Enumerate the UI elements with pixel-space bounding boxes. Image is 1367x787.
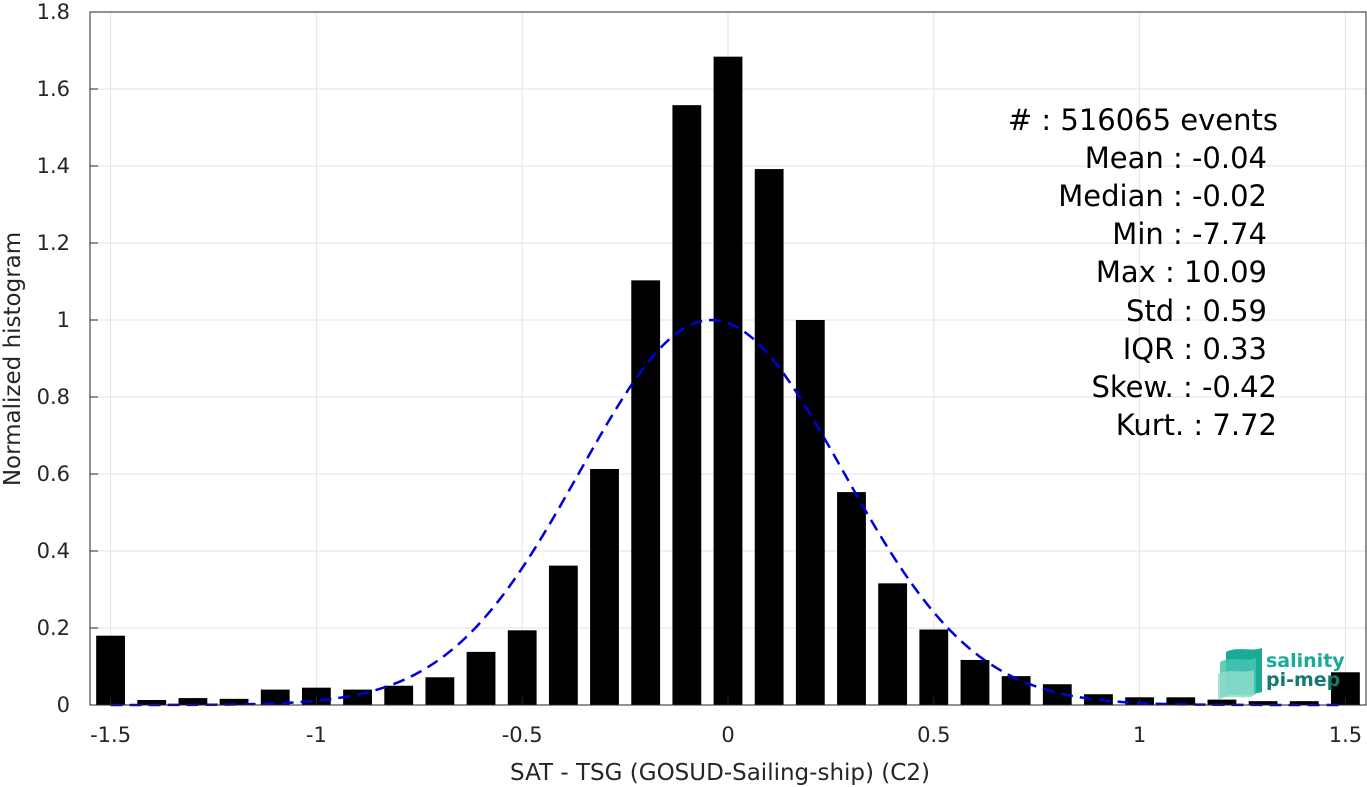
histogram-bar xyxy=(384,685,414,705)
y-axis-ticks: 0 0.2 0.4 0.6 0.8 1 1.2 1.4 1.6 1.8 xyxy=(37,0,98,717)
histogram-bar xyxy=(96,635,125,705)
histogram-bar xyxy=(672,105,702,706)
x-tick-label: -1.5 xyxy=(90,723,131,747)
salinity-pimep-logo: salinity pi-mep xyxy=(1218,648,1345,700)
histogram-bar xyxy=(178,698,208,705)
stat-median: Median : -0.02 xyxy=(1058,179,1267,213)
y-tick-label: 0 xyxy=(57,693,70,717)
stat-std: Std : 0.59 xyxy=(1126,294,1267,328)
y-tick-label: 1 xyxy=(57,308,70,332)
y-tick-label: 1.8 xyxy=(37,0,70,24)
stat-kurtosis: Kurt. : 7.72 xyxy=(1116,408,1277,442)
y-axis-label: Normalized histogram xyxy=(0,232,26,486)
histogram-bar xyxy=(1001,676,1031,705)
y-tick-label: 1.2 xyxy=(37,231,70,255)
histogram-bar xyxy=(425,677,455,705)
histogram-bar xyxy=(878,583,908,705)
x-axis-ticks: -1.5 -1 -0.5 0 0.5 1 1.5 xyxy=(90,697,1362,747)
histogram-bar xyxy=(1289,701,1319,705)
y-tick-label: 0.8 xyxy=(37,385,70,409)
logo-text-salinity: salinity xyxy=(1266,650,1345,672)
stat-iqr: IQR : 0.33 xyxy=(1123,332,1267,366)
histogram-bar xyxy=(1084,694,1113,705)
histogram-bar xyxy=(590,468,619,705)
stat-max: Max : 10.09 xyxy=(1096,255,1267,289)
statistics-panel: # : 516065 events Mean : -0.04 Median : … xyxy=(1008,103,1278,442)
histogram-bar xyxy=(1207,699,1237,705)
logo-wave-icon xyxy=(1218,648,1262,700)
histogram-bar xyxy=(260,689,290,705)
histogram-bar xyxy=(1248,701,1278,705)
histogram-bar xyxy=(919,629,949,705)
histogram-bar xyxy=(466,651,496,705)
x-tick-label: -1 xyxy=(306,723,327,747)
y-tick-label: 0.4 xyxy=(37,539,70,563)
y-tick-label: 0.2 xyxy=(37,616,70,640)
histogram-bar xyxy=(219,698,249,705)
x-tick-label: 0 xyxy=(721,723,734,747)
histogram-bar xyxy=(837,492,866,705)
histogram-bar xyxy=(754,169,784,705)
x-tick-label: 0.5 xyxy=(917,723,950,747)
y-tick-label: 1.6 xyxy=(37,77,70,101)
histogram-bar xyxy=(548,565,578,705)
histogram-bar xyxy=(137,699,167,705)
histogram-bar xyxy=(795,320,825,705)
x-axis-label: SAT - TSG (GOSUD-Sailing-ship) (C2) xyxy=(510,760,930,786)
stat-skewness: Skew. : -0.42 xyxy=(1091,370,1277,404)
histogram-bar xyxy=(713,56,743,706)
x-tick-label: 1 xyxy=(1133,723,1146,747)
histogram-bar xyxy=(960,659,990,705)
histogram-bar xyxy=(507,630,537,705)
histogram-bar xyxy=(1042,684,1072,705)
logo-text-pimep: pi-mep xyxy=(1266,669,1340,691)
x-tick-label: -0.5 xyxy=(502,723,543,747)
stat-min: Min : -7.74 xyxy=(1112,217,1267,251)
stat-mean: Mean : -0.04 xyxy=(1085,141,1267,175)
stat-events: # : 516065 events xyxy=(1008,103,1278,137)
x-tick-label: 1.5 xyxy=(1329,723,1362,747)
histogram-bar xyxy=(1166,697,1196,705)
y-tick-label: 1.4 xyxy=(37,154,70,178)
histogram-bar xyxy=(631,280,661,705)
y-tick-label: 0.6 xyxy=(37,462,70,486)
histogram-bars xyxy=(96,56,1360,706)
